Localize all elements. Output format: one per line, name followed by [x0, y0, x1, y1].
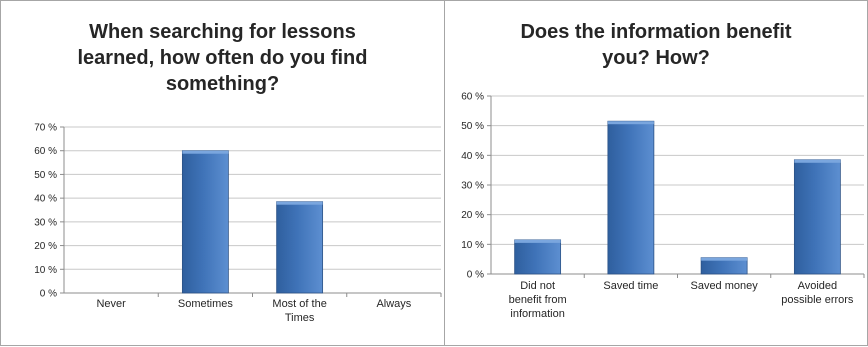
bar — [181, 150, 229, 294]
category-label: Always — [376, 298, 411, 310]
y-tick-label: 70 % — [34, 123, 57, 134]
y-tick-label: 10 % — [461, 240, 484, 251]
bar — [607, 120, 655, 275]
category-label: Avoided — [798, 280, 838, 292]
category-label: Never — [96, 298, 126, 310]
bar-top-highlight — [182, 150, 229, 154]
bar-chart: 0 % 10 % 20 % 30 % 40 % 50 % 60 % Did not benefi… — [461, 92, 865, 320]
bar — [514, 239, 562, 275]
chart-panel-benefit: Does the information benefit you? How? 0… — [444, 0, 868, 346]
chart-panel-lessons: When searching for lessons learned, how … — [0, 0, 445, 346]
category-label: Saved money — [690, 280, 758, 292]
category-label: Times — [285, 312, 315, 324]
y-tick-label: 50 % — [461, 121, 484, 132]
category-label: Saved time — [603, 280, 658, 292]
y-tick-label: 30 % — [34, 217, 57, 228]
chart-title: When searching for lessons learned, how … — [77, 21, 368, 95]
chart-title: Does the information benefit you? How? — [520, 21, 792, 69]
y-tick-label: 60 % — [461, 92, 484, 103]
y-tick-label: 40 % — [34, 194, 57, 205]
bar-top-highlight — [607, 121, 654, 125]
bar-top-highlight — [514, 239, 561, 243]
category-label: information — [510, 308, 564, 320]
y-tick-label: 0 % — [467, 270, 484, 281]
category-label: Did not — [520, 280, 555, 292]
category-label: Most of the — [272, 298, 326, 310]
y-tick-label: 50 % — [34, 170, 57, 181]
y-tick-label: 40 % — [461, 151, 484, 162]
bar-top-highlight — [276, 201, 323, 205]
category-label: possible errors — [781, 294, 854, 306]
y-tick-label: 20 % — [461, 210, 484, 221]
y-tick-label: 60 % — [34, 146, 57, 157]
y-tick-label: 10 % — [34, 265, 57, 276]
y-tick-label: 20 % — [34, 241, 57, 252]
bar-chart: 0 % 10 % 20 % 30 % 40 % 50 % 60 % 70 % Never Some… — [34, 123, 442, 324]
bar-top-highlight — [701, 257, 748, 261]
bar-top-highlight — [794, 159, 841, 163]
bar — [793, 159, 841, 275]
category-label: benefit from — [509, 294, 567, 306]
category-label: Sometimes — [178, 298, 234, 310]
y-tick-label: 30 % — [461, 181, 484, 192]
y-tick-label: 0 % — [40, 289, 57, 300]
bar — [276, 201, 324, 294]
